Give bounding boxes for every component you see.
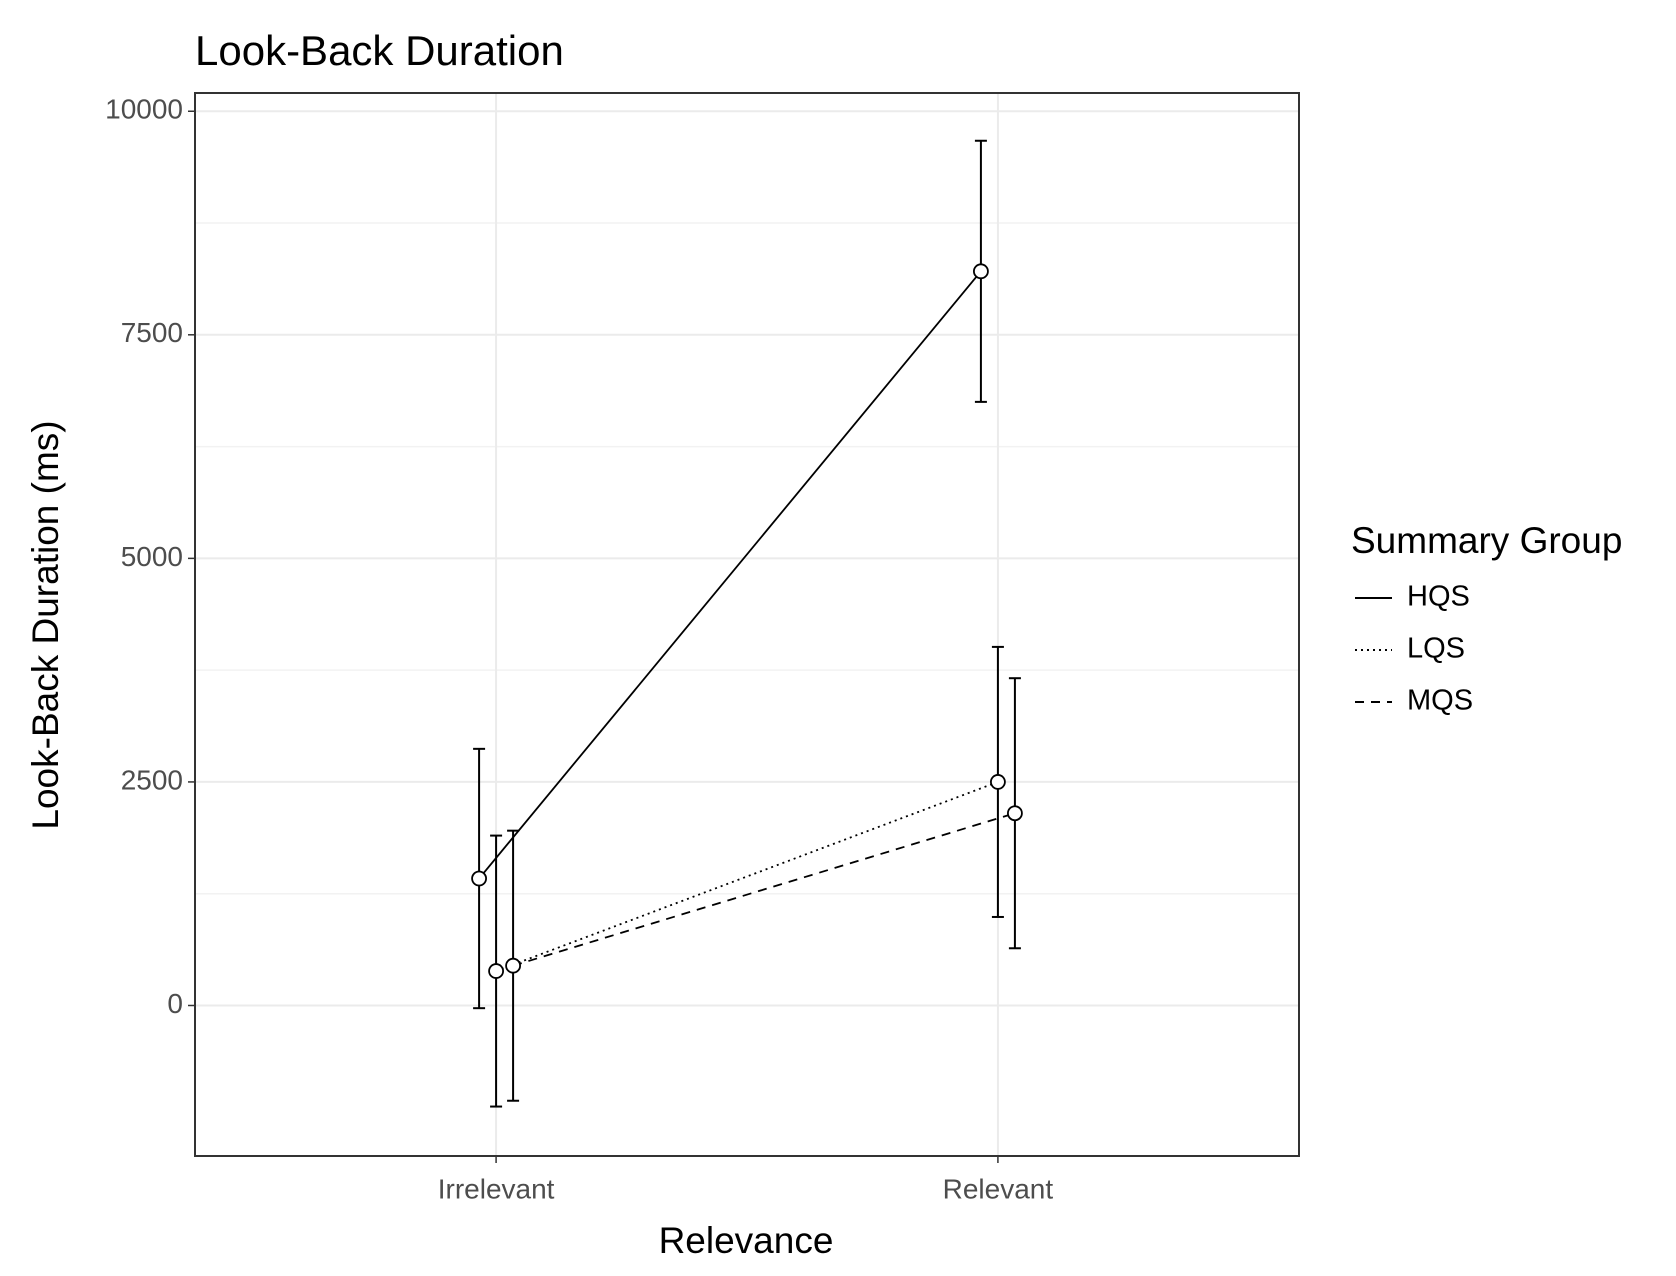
chart-title: Look-Back Duration xyxy=(195,27,564,74)
y-axis-label: Look-Back Duration (ms) xyxy=(25,420,66,829)
series-line xyxy=(512,812,1016,967)
panel-border xyxy=(194,92,1300,1157)
point xyxy=(990,774,1006,790)
legend-label: MQS xyxy=(1407,685,1473,717)
x-tick-label: Irrelevant xyxy=(438,1173,555,1204)
y-tick-label: 10000 xyxy=(105,94,183,125)
y-tick-label: 0 xyxy=(167,988,183,1019)
legend-title: Summary Group xyxy=(1351,520,1622,561)
point xyxy=(973,263,989,280)
point xyxy=(488,963,504,979)
point xyxy=(1007,805,1023,822)
y-tick-label: 2500 xyxy=(121,764,183,795)
point xyxy=(505,957,521,974)
x-axis-label: Relevance xyxy=(659,1220,834,1261)
y-tick-label: 7500 xyxy=(121,317,183,348)
series-line xyxy=(478,270,982,880)
point xyxy=(471,870,487,887)
legend-label: LQS xyxy=(1407,633,1465,665)
legend-label: HQS xyxy=(1407,581,1470,613)
x-tick-label: Relevant xyxy=(943,1173,1054,1204)
y-tick-label: 5000 xyxy=(121,541,183,572)
